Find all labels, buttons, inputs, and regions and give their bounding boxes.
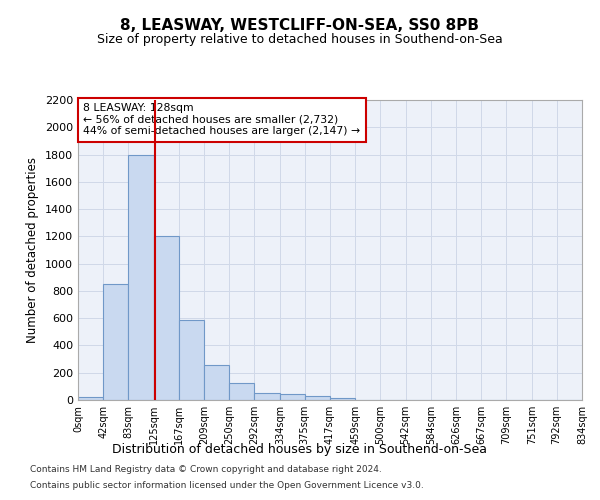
Text: Size of property relative to detached houses in Southend-on-Sea: Size of property relative to detached ho… (97, 32, 503, 46)
Bar (103, 284, 128, 400)
Text: Distribution of detached houses by size in Southend-on-Sea: Distribution of detached houses by size … (113, 442, 487, 456)
Bar (78, 396, 103, 400)
Bar (254, 393, 280, 400)
Text: Contains public sector information licensed under the Open Government Licence v3: Contains public sector information licen… (30, 480, 424, 490)
Text: Contains HM Land Registry data © Crown copyright and database right 2024.: Contains HM Land Registry data © Crown c… (30, 466, 382, 474)
Bar (205, 364, 229, 400)
Bar (128, 154, 154, 400)
Bar (154, 236, 179, 400)
Bar (280, 394, 305, 400)
Text: 8 LEASWAY: 128sqm
← 56% of detached houses are smaller (2,732)
44% of semi-detac: 8 LEASWAY: 128sqm ← 56% of detached hous… (83, 103, 360, 136)
Bar (229, 383, 254, 400)
Text: 8, LEASWAY, WESTCLIFF-ON-SEA, SS0 8PB: 8, LEASWAY, WESTCLIFF-ON-SEA, SS0 8PB (121, 18, 479, 32)
Bar (330, 398, 355, 400)
Bar (179, 320, 205, 400)
Y-axis label: Number of detached properties: Number of detached properties (26, 157, 40, 343)
Bar (305, 396, 330, 400)
